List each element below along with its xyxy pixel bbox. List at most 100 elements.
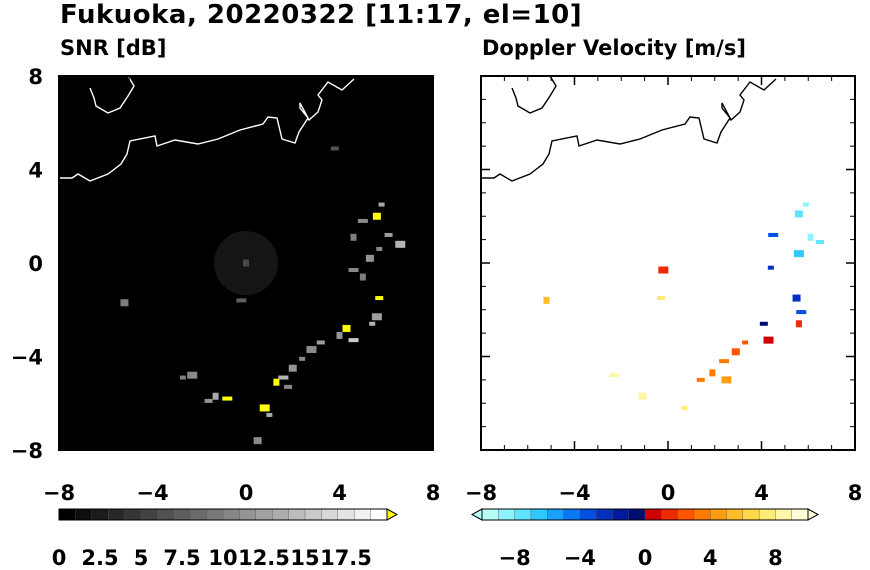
doppler-colorbar-swatch bbox=[579, 508, 597, 521]
doppler-colorbar-swatch bbox=[612, 508, 630, 521]
snr-colorbar-label: 5 bbox=[134, 546, 149, 570]
snr-echo-cell bbox=[316, 340, 325, 345]
doppler-colorbar-swatch bbox=[595, 508, 613, 521]
snr-colorbar-swatch bbox=[255, 508, 273, 521]
snr-echo-cell bbox=[222, 396, 233, 401]
doppler-plot-area bbox=[481, 76, 855, 450]
doppler-echo-cell bbox=[815, 239, 824, 244]
doppler-colorbar-swatch bbox=[628, 508, 646, 521]
doppler-colorbar-swatch bbox=[726, 508, 744, 521]
doppler-echo-cell bbox=[638, 392, 647, 400]
snr-echo-cell bbox=[288, 364, 297, 372]
snr-y-tick-label: −8 bbox=[11, 439, 43, 463]
snr-axes: −8 −4 0 4 8 8 4 0 −4 −8 bbox=[11, 65, 441, 505]
snr-colorbar-swatch bbox=[222, 508, 240, 521]
snr-echo-cell bbox=[342, 324, 351, 332]
snr-echo-cell bbox=[243, 259, 249, 267]
doppler-colorbar-swatch bbox=[791, 508, 809, 521]
doppler-echo-cell bbox=[759, 321, 768, 326]
doppler-echo-cell bbox=[796, 310, 807, 315]
doppler-echo-cell bbox=[658, 266, 669, 274]
snr-colorbar-swatch bbox=[304, 508, 322, 521]
snr-colorbar: 0 2.5 5 7.5 10 12.5 15 17.5 bbox=[52, 508, 399, 570]
snr-echo-cell bbox=[299, 356, 306, 361]
snr-echo-cell bbox=[306, 345, 317, 353]
doppler-echo-cell bbox=[656, 296, 665, 301]
snr-colorbar-swatch bbox=[206, 508, 224, 521]
doppler-colorbar-label: 8 bbox=[768, 546, 783, 570]
snr-colorbar-label: 0 bbox=[52, 546, 67, 570]
snr-colorbar-swatch bbox=[321, 508, 339, 521]
doppler-echo-cell bbox=[721, 376, 732, 384]
doppler-colorbar-swatch bbox=[644, 508, 662, 521]
doppler-colorbar-label: −8 bbox=[498, 546, 530, 570]
doppler-echo-cell bbox=[681, 405, 688, 410]
snr-echo-cell bbox=[212, 392, 219, 400]
snr-colorbar-swatch bbox=[239, 508, 257, 521]
doppler-panel: −8 −4 0 4 8 bbox=[465, 75, 862, 505]
snr-echo-cell bbox=[372, 212, 381, 220]
doppler-colorbar-swatch bbox=[758, 508, 776, 521]
doppler-colorbar-label: −4 bbox=[564, 546, 596, 570]
doppler-x-tick-label: −8 bbox=[465, 481, 497, 505]
snr-y-tick-label: 0 bbox=[28, 252, 43, 276]
doppler-echo-cells bbox=[543, 202, 824, 410]
snr-echo-cell bbox=[204, 398, 213, 403]
snr-echo-cell bbox=[273, 378, 280, 386]
snr-colorbar-label: 2.5 bbox=[81, 546, 118, 570]
snr-echo-cell bbox=[384, 232, 393, 237]
doppler-x-tick-label: −4 bbox=[558, 481, 590, 505]
snr-colorbar-swatch bbox=[288, 508, 306, 521]
doppler-echo-cell bbox=[793, 250, 804, 258]
snr-colorbar-swatch bbox=[91, 508, 109, 521]
snr-colorbar-label: 15 bbox=[290, 546, 319, 570]
doppler-colorbar-swatch bbox=[693, 508, 711, 521]
snr-echo-cells bbox=[120, 146, 406, 445]
doppler-colorbar-swatch bbox=[530, 508, 548, 521]
snr-colorbar-swatch bbox=[272, 508, 290, 521]
doppler-x-tick-label: 4 bbox=[754, 481, 769, 505]
snr-echo-cell bbox=[359, 273, 366, 281]
doppler-axes: −8 −4 0 4 8 bbox=[465, 75, 862, 505]
snr-echo-cell bbox=[375, 296, 384, 301]
doppler-echo-cell bbox=[731, 348, 740, 356]
snr-echo-cell bbox=[266, 412, 273, 417]
doppler-echo-cell bbox=[795, 320, 802, 328]
snr-echo-cell bbox=[357, 218, 368, 223]
snr-echo-cell bbox=[348, 268, 359, 273]
snr-x-tick-label: −4 bbox=[136, 481, 168, 505]
snr-colorbar-swatch bbox=[58, 508, 76, 521]
doppler-colorbar-swatch bbox=[677, 508, 695, 521]
doppler-coastline bbox=[481, 76, 777, 182]
doppler-colorbar-label: 0 bbox=[638, 546, 653, 570]
snr-x-tick-label: 4 bbox=[332, 481, 347, 505]
snr-echo-cell bbox=[350, 233, 357, 241]
doppler-colorbar-swatch bbox=[498, 508, 516, 521]
snr-colorbar-frame bbox=[58, 508, 388, 521]
snr-x-tick-label: 8 bbox=[426, 481, 441, 505]
snr-echo-cell bbox=[336, 331, 343, 339]
doppler-colorbar: −8 −4 0 4 8 bbox=[470, 508, 820, 570]
doppler-colorbar-swatch bbox=[661, 508, 679, 521]
snr-echo-cell bbox=[284, 384, 293, 389]
doppler-panel-title: Doppler Velocity [m/s] bbox=[482, 36, 746, 60]
snr-colorbar-swatch bbox=[124, 508, 142, 521]
snr-colorbar-swatch bbox=[370, 508, 388, 521]
snr-echo-cell bbox=[330, 146, 339, 151]
doppler-colorbar-swatch bbox=[742, 508, 760, 521]
snr-echo-cell bbox=[253, 437, 262, 445]
doppler-echo-cell bbox=[696, 377, 705, 382]
doppler-colorbar-extend-min bbox=[470, 508, 483, 521]
doppler-colorbar-label: 4 bbox=[703, 546, 718, 570]
snr-colorbar-swatch bbox=[173, 508, 191, 521]
doppler-echo-cell bbox=[807, 233, 814, 241]
snr-echo-cell bbox=[348, 338, 359, 343]
snr-echo-cell bbox=[369, 321, 376, 326]
snr-colorbar-swatch bbox=[354, 508, 372, 521]
snr-colorbar-swatch bbox=[189, 508, 208, 521]
snr-echo-cell bbox=[378, 202, 385, 207]
snr-echo-cell bbox=[179, 375, 186, 380]
snr-y-tick-label: −4 bbox=[11, 346, 43, 370]
snr-echo-cell bbox=[371, 313, 382, 321]
